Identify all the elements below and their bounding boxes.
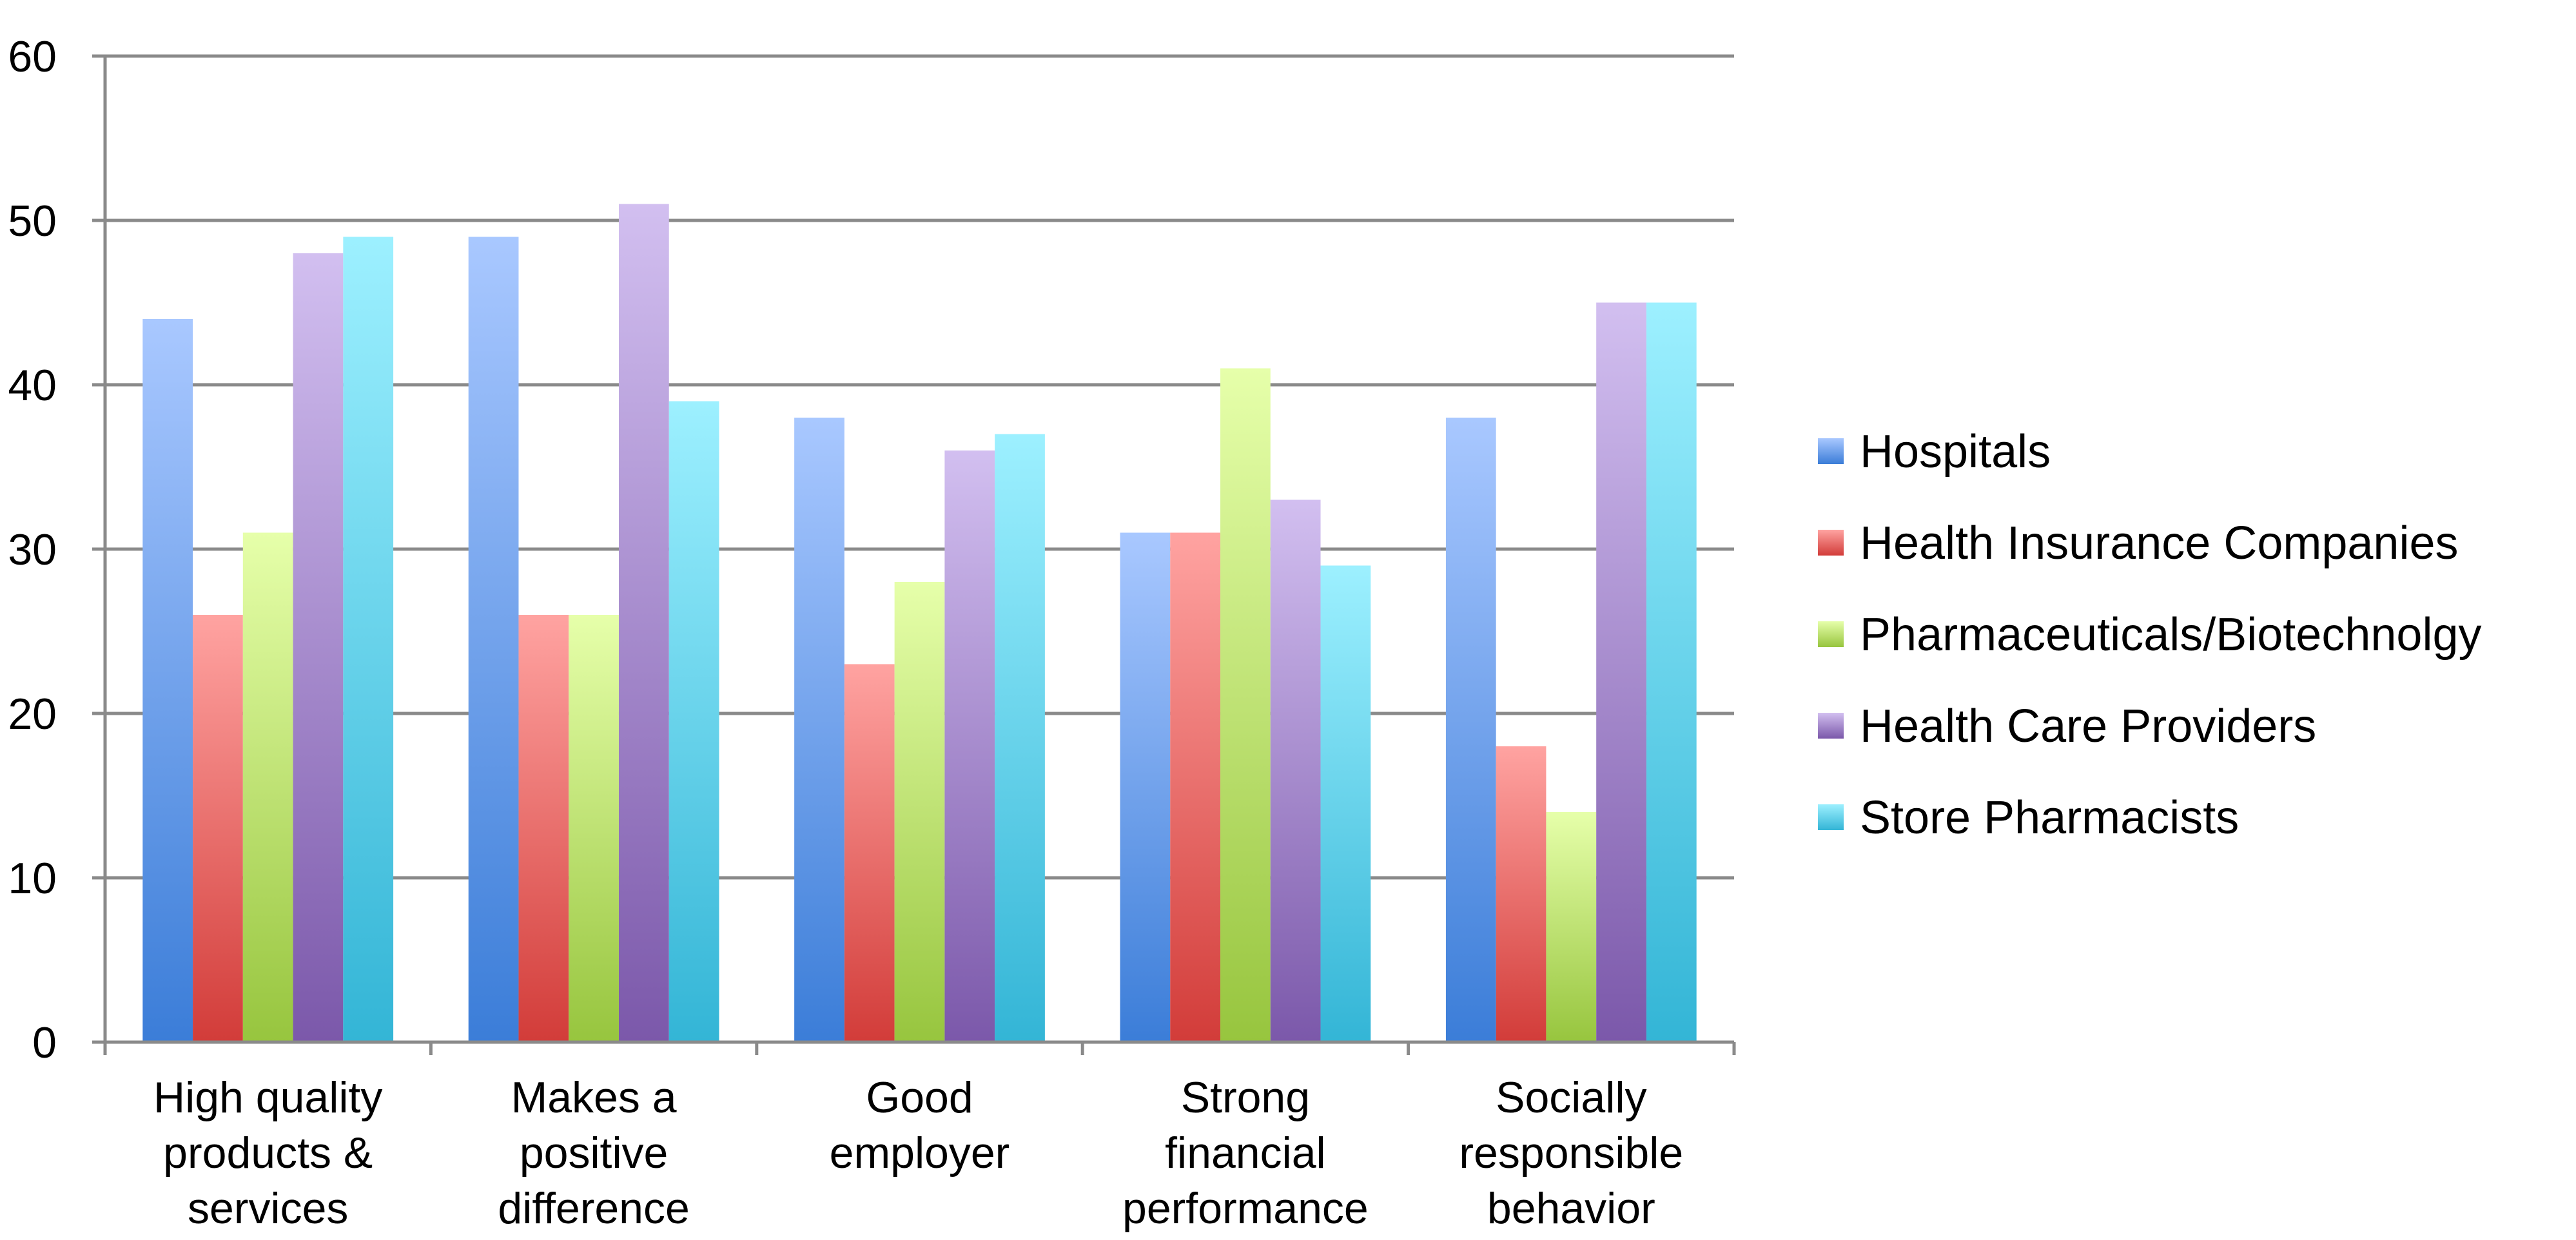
bar-health-insurance-companies-1 [193,615,243,1042]
bars [142,204,1697,1042]
bar-pharmaceuticals-biotechnolgy-4 [1220,368,1271,1042]
bar-store-pharmacists-5 [1646,302,1697,1042]
bar-store-pharmacists-4 [1320,565,1371,1042]
legend-label-health-care-providers: Health Care Providers [1860,701,2316,752]
legend-swatch-pharmaceuticals-biotechnolgy [1818,621,1844,647]
x-tick-label: High quality products & services [153,1073,382,1233]
bar-pharmaceuticals-biotechnolgy-5 [1546,812,1597,1042]
x-tick-label: Strong financial performance [1122,1073,1369,1233]
y-axis-tick-labels: 0 10 20 30 40 50 60 [8,32,57,1067]
legend: Hospitals Health Insurance Companies Pharm… [1818,426,2482,844]
legend-label-store-pharmacists: Store Pharmacists [1860,792,2239,844]
y-tick-label: 60 [8,32,57,81]
bar-health-insurance-companies-5 [1496,746,1547,1042]
bar-hospitals-3 [794,418,844,1042]
y-tick-label: 30 [8,525,57,574]
legend-label-health-insurance-companies: Health Insurance Companies [1860,518,2459,569]
x-tick-label: Socially responsible behavior [1459,1073,1683,1233]
bar-health-care-providers-5 [1596,302,1646,1042]
y-tick-label: 10 [8,854,57,903]
y-tick-label: 40 [8,361,57,410]
legend-swatch-hospitals [1818,438,1844,464]
bar-store-pharmacists-1 [343,237,394,1042]
bar-pharmaceuticals-biotechnolgy-1 [242,532,293,1042]
bar-hospitals-2 [468,237,519,1042]
bar-health-care-providers-3 [944,450,995,1042]
bar-health-care-providers-4 [1270,499,1321,1042]
x-tick-label: Good employer [830,1073,1010,1177]
legend-label-pharmaceuticals-biotechnolgy: Pharmaceuticals/Biotechnolgy [1860,609,2482,661]
y-tick-label: 50 [8,197,57,246]
bar-health-insurance-companies-3 [844,664,895,1042]
legend-label-hospitals: Hospitals [1860,426,2051,478]
bar-health-care-providers-1 [293,253,344,1042]
legend-swatch-store-pharmacists [1818,804,1844,830]
bar-pharmaceuticals-biotechnolgy-2 [569,615,619,1042]
bar-store-pharmacists-2 [668,401,719,1042]
x-axis-tick-labels: High quality products & services Makes a pos… [153,1073,1683,1233]
x-tick-label: Makes a positive difference [498,1073,689,1233]
bar-pharmaceuticals-biotechnolgy-3 [894,582,945,1042]
bar-hospitals-1 [142,319,193,1042]
bar-health-insurance-companies-4 [1170,532,1221,1042]
legend-swatch-health-insurance-companies [1818,530,1844,556]
bar-hospitals-4 [1120,532,1171,1042]
bar-store-pharmacists-3 [995,434,1045,1042]
bar-hospitals-5 [1445,418,1496,1042]
axes [92,54,1736,1055]
bar-health-insurance-companies-2 [518,615,569,1042]
y-tick-label: 0 [32,1018,57,1067]
bar-health-care-providers-2 [618,204,669,1042]
y-tick-label: 20 [8,690,57,739]
legend-swatch-health-care-providers [1818,713,1844,739]
